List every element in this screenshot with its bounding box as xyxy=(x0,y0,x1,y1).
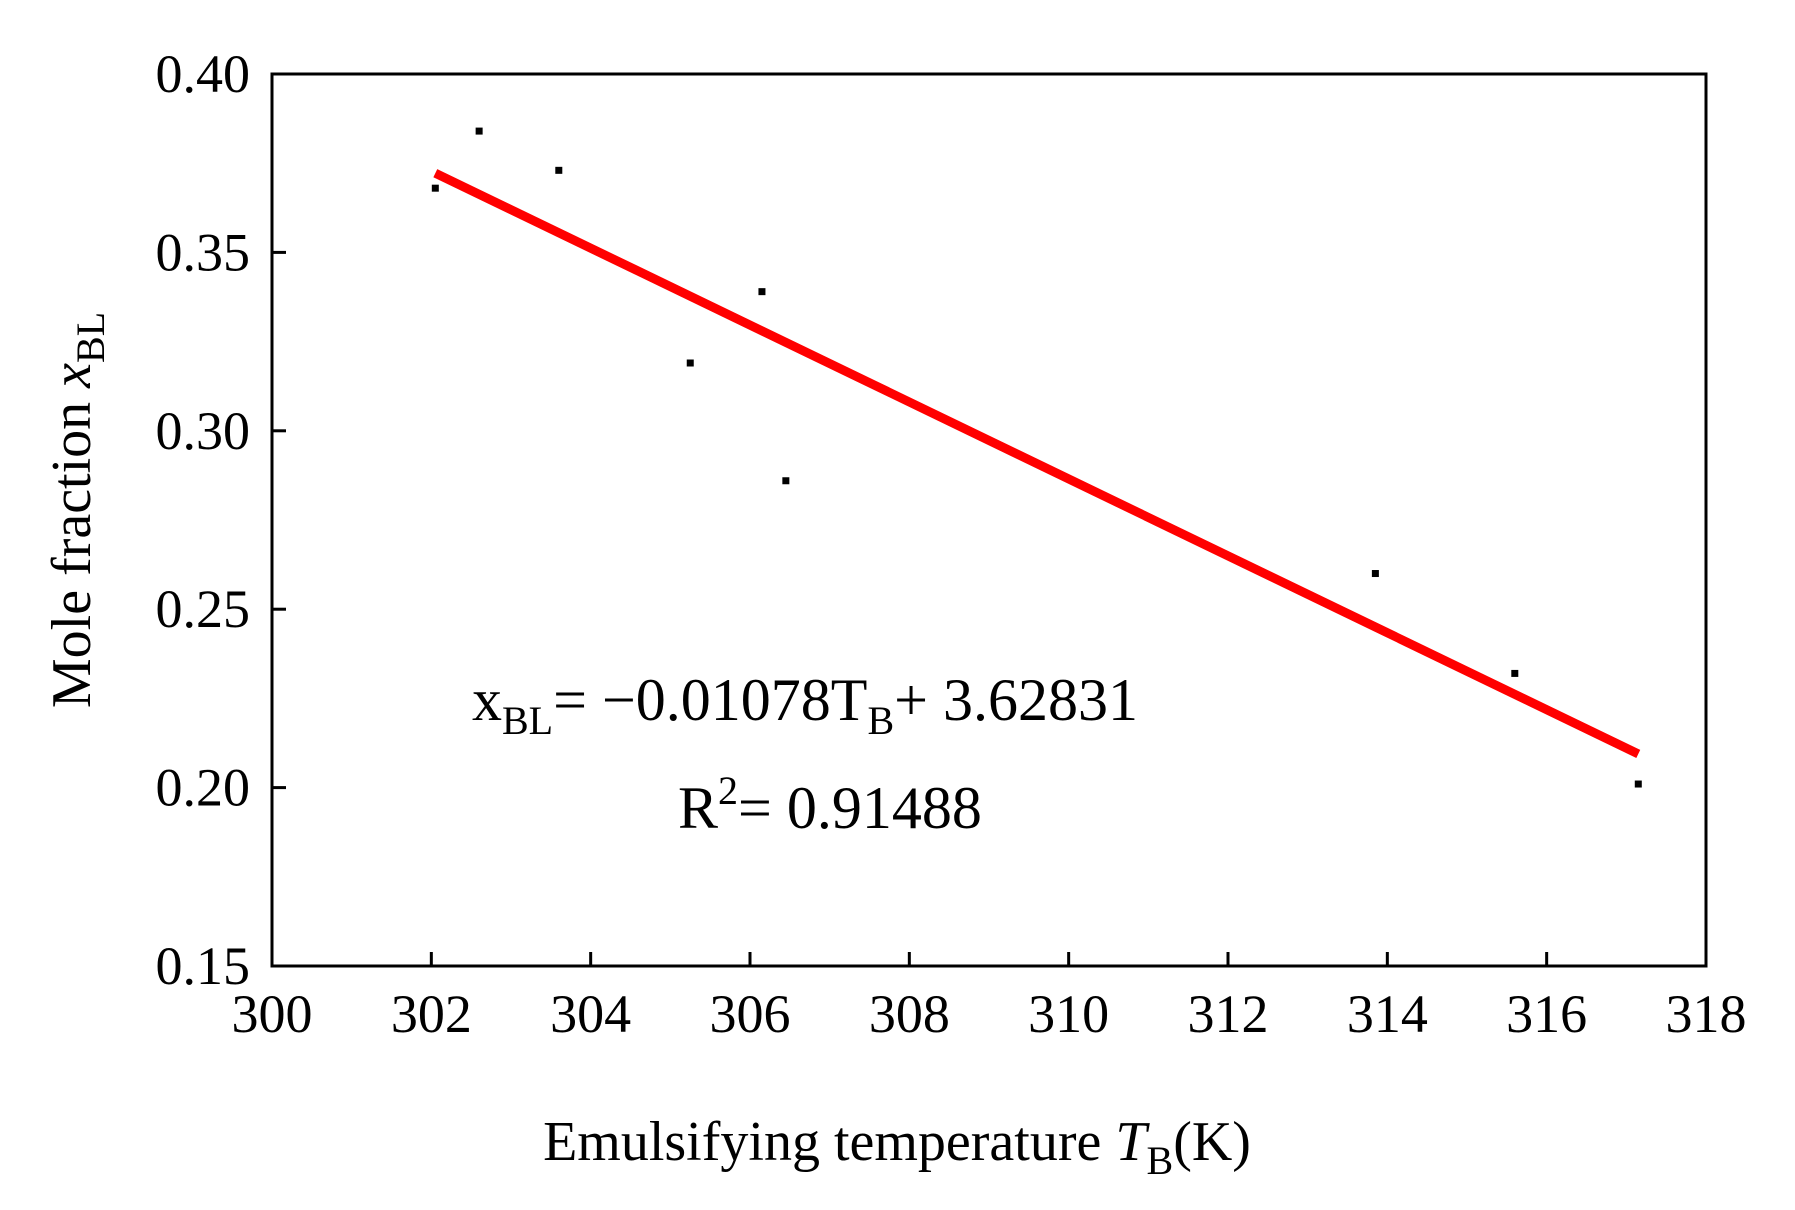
fit-equation: xBL= −0.01078TB+ 3.62831 xyxy=(472,667,1138,743)
data-point xyxy=(782,477,790,485)
x-tick-label: 304 xyxy=(550,984,631,1044)
x-tick-label: 312 xyxy=(1188,984,1269,1044)
y-tick-label: 0.30 xyxy=(156,401,251,461)
y-tick-label: 0.20 xyxy=(156,758,251,818)
data-point xyxy=(686,359,694,367)
y-axis-title: Mole fraction xBL xyxy=(41,312,113,708)
x-axis-title: Emulsifying temperature TB(K) xyxy=(543,1111,1251,1183)
plot-frame xyxy=(270,72,1708,968)
fit-line xyxy=(433,169,1641,758)
x-tick-label: 314 xyxy=(1347,984,1428,1044)
x-tick-label: 302 xyxy=(391,984,472,1044)
x-tick-label: 316 xyxy=(1506,984,1587,1044)
data-point xyxy=(1634,780,1642,788)
x-tick-label: 318 xyxy=(1666,984,1747,1044)
data-point xyxy=(1511,669,1519,677)
plot-area xyxy=(270,72,1708,968)
x-axis-tick-labels: 300 302 304 306 308 310 312 314 316 318 xyxy=(232,984,1747,1044)
data-point xyxy=(555,166,563,174)
x-tick-label: 310 xyxy=(1028,984,1109,1044)
y-tick-label: 0.15 xyxy=(156,936,251,996)
x-tick-label: 308 xyxy=(869,984,950,1044)
r-squared: R2= 0.91488 xyxy=(678,768,982,841)
data-point xyxy=(1371,570,1379,578)
y-axis-ticks xyxy=(272,72,286,968)
data-point xyxy=(758,288,766,296)
y-tick-label: 0.25 xyxy=(156,579,251,639)
data-point xyxy=(475,127,483,135)
y-axis-tick-labels: 0.15 0.20 0.25 0.30 0.35 0.40 xyxy=(156,44,251,996)
x-axis-ticks xyxy=(270,952,1708,966)
y-tick-label: 0.35 xyxy=(156,222,251,282)
x-tick-label: 306 xyxy=(710,984,791,1044)
data-point xyxy=(431,184,439,192)
data-points xyxy=(431,127,1642,788)
y-tick-label: 0.40 xyxy=(156,44,251,104)
x-tick-label: 300 xyxy=(232,984,313,1044)
